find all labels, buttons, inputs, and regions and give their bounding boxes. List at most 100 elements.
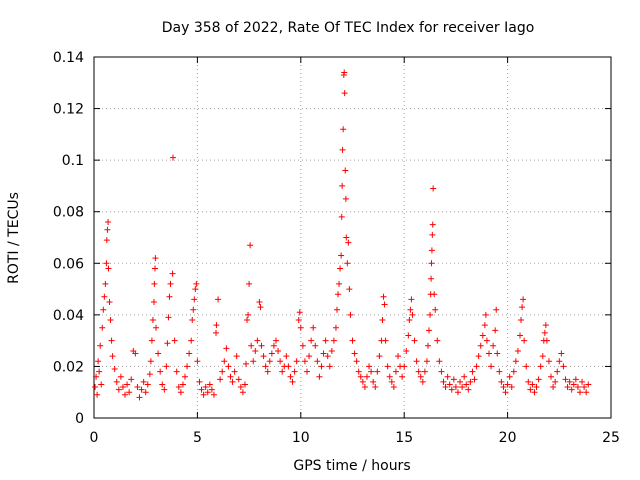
- data-point: [227, 373, 234, 380]
- data-point: [560, 363, 567, 370]
- data-point: [103, 237, 110, 244]
- data-point: [159, 381, 166, 388]
- x-tick-label: 15: [395, 430, 413, 446]
- data-point: [490, 342, 497, 349]
- data-point: [136, 394, 143, 401]
- data-point: [541, 329, 548, 336]
- data-point: [554, 368, 561, 375]
- data-point: [157, 368, 164, 375]
- data-point: [535, 376, 542, 383]
- data-point: [324, 353, 331, 360]
- data-point: [165, 314, 172, 321]
- data-point: [338, 252, 345, 259]
- data-point: [479, 332, 486, 339]
- data-point: [293, 358, 300, 365]
- data-point: [341, 69, 348, 76]
- data-point: [104, 226, 111, 233]
- data-point: [279, 368, 286, 375]
- data-point: [407, 306, 414, 313]
- data-point: [250, 358, 257, 365]
- data-point: [117, 373, 124, 380]
- data-point: [537, 363, 544, 370]
- data-point: [461, 373, 468, 380]
- data-point: [374, 368, 381, 375]
- data-point: [275, 347, 282, 354]
- data-point: [95, 358, 102, 365]
- data-point: [289, 378, 296, 385]
- data-point: [579, 378, 586, 385]
- data-point: [328, 347, 335, 354]
- data-point: [417, 373, 424, 380]
- data-point: [457, 378, 464, 385]
- data-point: [345, 239, 352, 246]
- data-point: [246, 280, 253, 287]
- chart-title: Day 358 of 2022, Rate Of TEC Index for r…: [162, 20, 535, 36]
- data-point: [512, 358, 519, 365]
- data-point: [126, 389, 133, 396]
- data-point: [450, 376, 457, 383]
- data-point: [147, 358, 154, 365]
- data-point: [193, 280, 200, 287]
- data-point: [320, 350, 327, 357]
- data-point: [92, 384, 99, 391]
- data-point: [341, 90, 348, 97]
- data-point: [181, 373, 188, 380]
- data-point: [149, 317, 156, 324]
- data-point: [316, 373, 323, 380]
- data-point: [421, 368, 428, 375]
- data-point: [245, 311, 252, 318]
- data-point: [376, 353, 383, 360]
- data-point: [113, 378, 120, 385]
- data-point: [424, 342, 431, 349]
- data-point: [572, 376, 579, 383]
- data-points: [92, 69, 592, 401]
- data-point: [186, 350, 193, 357]
- data-point: [372, 384, 379, 391]
- data-point: [353, 358, 360, 365]
- data-point: [351, 350, 358, 357]
- data-point: [134, 384, 141, 391]
- data-point: [306, 353, 313, 360]
- data-point: [405, 332, 412, 339]
- data-point: [107, 317, 114, 324]
- data-point: [454, 389, 461, 396]
- data-point: [310, 324, 317, 331]
- data-point: [432, 306, 439, 313]
- y-tick-label: 0.06: [53, 256, 84, 272]
- data-point: [213, 322, 220, 329]
- data-point: [248, 342, 255, 349]
- data-point: [382, 337, 389, 344]
- data-point: [401, 363, 408, 370]
- data-point: [459, 384, 466, 391]
- data-point: [93, 373, 100, 380]
- data-point: [247, 242, 254, 249]
- data-point: [542, 322, 549, 329]
- data-point: [473, 363, 480, 370]
- tick-layer: 0 0.02 0.04 0.06 0.08 0.1 0.12 0.14 0 5 10 15 20 25: [53, 50, 620, 446]
- data-point: [562, 376, 569, 383]
- data-point: [318, 363, 325, 370]
- data-point: [413, 358, 420, 365]
- data-point: [221, 358, 228, 365]
- data-point: [242, 360, 249, 367]
- data-point: [428, 260, 435, 267]
- data-point: [122, 391, 129, 398]
- data-point: [566, 378, 573, 385]
- data-point: [215, 296, 222, 303]
- data-point: [492, 327, 499, 334]
- data-point: [576, 389, 583, 396]
- data-point: [105, 265, 112, 272]
- data-point: [428, 275, 435, 282]
- data-point: [496, 368, 503, 375]
- data-point: [151, 280, 158, 287]
- data-point: [355, 368, 362, 375]
- data-point: [366, 363, 373, 370]
- data-point: [299, 342, 306, 349]
- data-point: [150, 298, 157, 305]
- data-point: [175, 384, 182, 391]
- data-point: [264, 368, 271, 375]
- data-point: [326, 363, 333, 370]
- data-point: [189, 317, 196, 324]
- data-point: [379, 317, 386, 324]
